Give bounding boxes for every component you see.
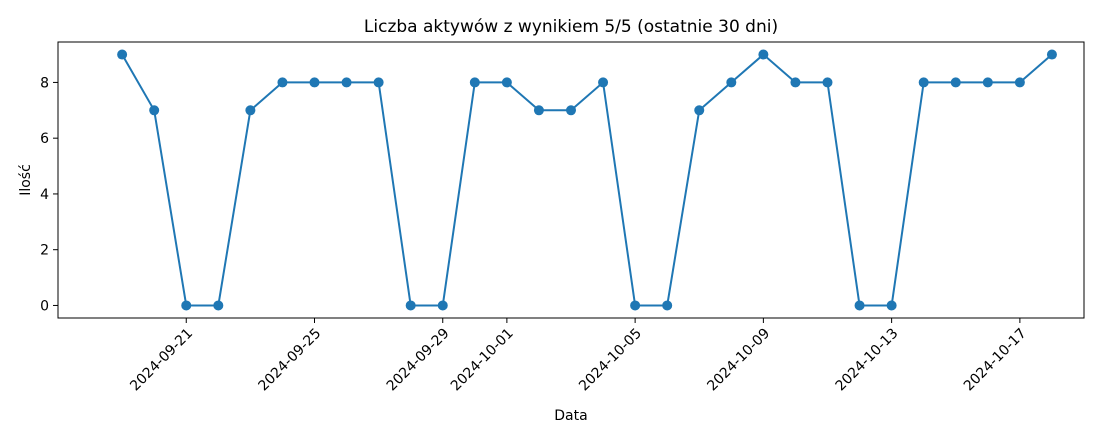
data-point [117,49,128,60]
data-point [822,77,833,88]
data-point [149,105,160,116]
series-line [121,53,1053,307]
data-point [918,77,929,88]
data-point [982,77,993,88]
data-point [437,300,448,311]
data-point [694,105,705,116]
data-point [886,300,897,311]
data-point [758,49,769,60]
x-tick-label: 2024-09-25 [255,326,324,395]
data-point [213,300,224,311]
x-tick-label: 2024-09-21 [127,326,196,395]
y-axis-label: Ilość [18,164,34,196]
data-point [566,105,576,116]
x-tick-label: 2024-09-29 [384,326,453,395]
data-point [181,300,192,311]
plot-frame [57,41,1085,319]
y-tick-label: 8 [40,75,49,91]
data-point [662,300,673,311]
x-tick-label: 2024-10-01 [448,326,517,395]
y-tick-label: 6 [40,131,49,147]
data-point [854,300,865,311]
x-tick-label: 2024-10-13 [833,326,902,395]
y-tick-label: 2 [40,243,49,259]
x-tick-label: 2024-10-09 [704,326,773,395]
x-tick-label: 2024-10-17 [961,326,1030,395]
y-tick-label: 0 [40,298,49,314]
data-point [309,77,320,88]
data-point [469,77,480,88]
x-tick-label: 2024-10-05 [576,326,645,395]
data-point [245,105,256,116]
y-tick-label: 4 [40,187,49,203]
data-point [1046,49,1057,60]
data-point [1014,77,1025,88]
data-point [726,77,737,88]
plot-area [117,49,1057,311]
data-point [341,77,352,88]
data-point [790,77,801,88]
data-point [533,105,544,116]
data-point [598,77,609,88]
data-point [373,77,384,88]
data-point [277,77,288,88]
x-axis-label: Data [554,408,587,424]
data-point [950,77,961,88]
chart-title: Liczba aktywów z wynikiem 5/5 (ostatnie … [364,17,778,37]
data-point [630,300,641,311]
data-point [501,77,512,88]
data-point [405,300,416,311]
